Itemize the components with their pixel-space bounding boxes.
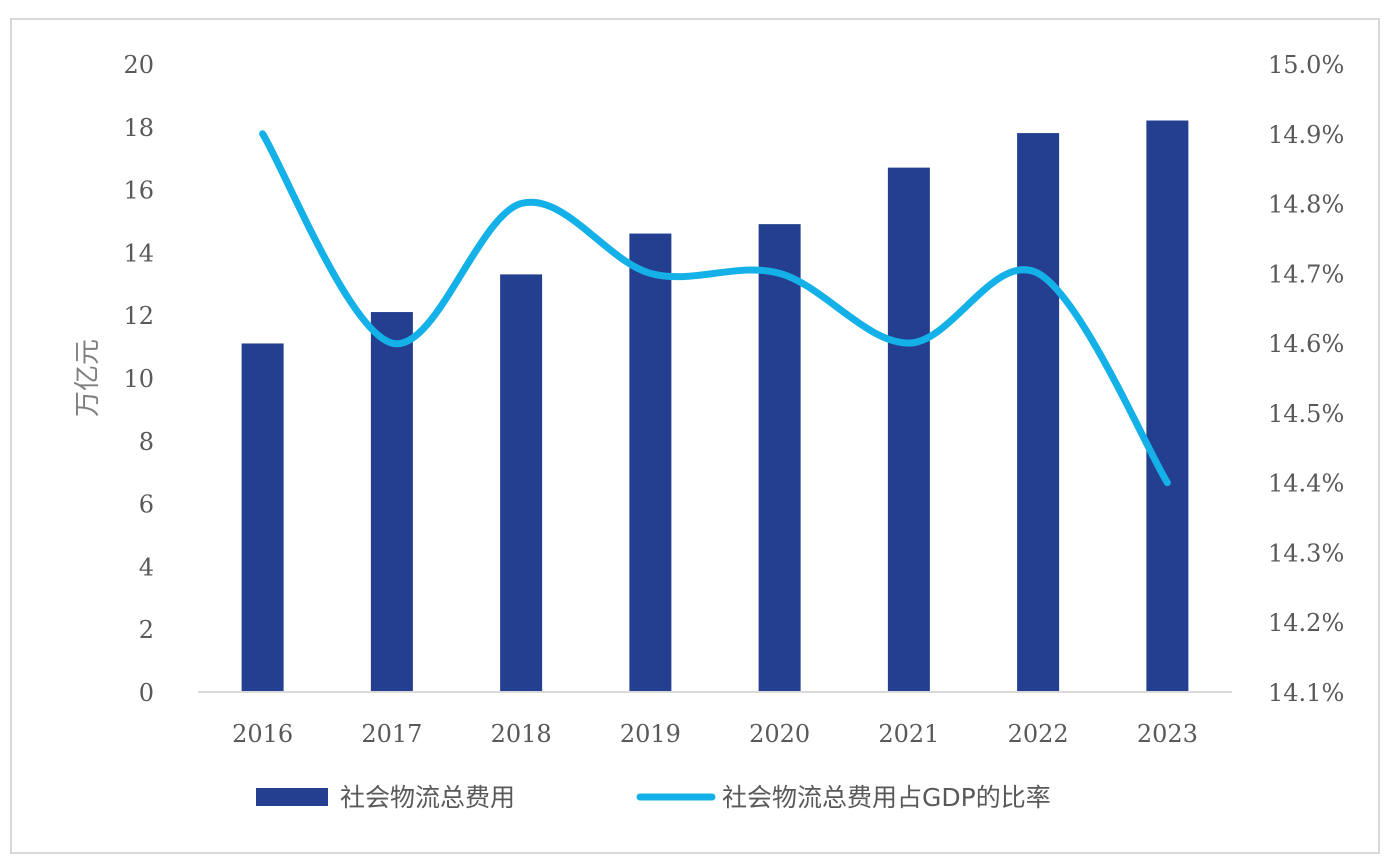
y-tick-label: 18: [123, 114, 154, 142]
y2-tick-label: 15.0%: [1268, 51, 1344, 79]
x-tick-label: 2019: [620, 720, 681, 748]
y-tick-label: 6: [139, 491, 154, 519]
bar-2018: [500, 274, 543, 692]
bar-2022: [1017, 133, 1060, 692]
right-axis-ticks: 14.1% 14.2% 14.3% 14.4% 14.5% 14.6% 14.7% 14.8%…: [1268, 51, 1344, 707]
bar-2021: [887, 167, 930, 692]
bar-2017: [370, 312, 413, 692]
y2-tick-label: 14.6%: [1268, 330, 1344, 358]
legend-line-label: 社会物流总费用占GDP的比率: [722, 783, 1051, 812]
y-tick-label: 20: [123, 51, 154, 79]
bar-2019: [629, 233, 672, 692]
left-axis-ticks: 0 2 4 6 8 10 12 14 16 18 20: [123, 51, 154, 707]
y2-tick-label: 14.8%: [1268, 191, 1344, 219]
x-tick-label: 2022: [1008, 720, 1069, 748]
x-tick-label: 2017: [361, 720, 422, 748]
y-axis-label: 万亿元: [73, 339, 103, 417]
y-tick-label: 12: [123, 302, 154, 330]
y-tick-label: 2: [139, 616, 154, 644]
x-axis-ticks: 2016 2017 2018 2019 2020 2021 2022 2023: [232, 720, 1198, 748]
bar-2016: [241, 343, 284, 692]
y-tick-label: 8: [139, 428, 154, 456]
y2-tick-label: 14.7%: [1268, 260, 1344, 288]
y2-tick-label: 14.9%: [1268, 121, 1344, 149]
legend-bar-swatch: [256, 788, 328, 806]
y2-tick-label: 14.4%: [1268, 470, 1344, 498]
y-tick-label: 14: [123, 239, 154, 267]
y-tick-label: 10: [123, 365, 154, 393]
legend: 社会物流总费用 社会物流总费用占GDP的比率: [256, 783, 1051, 812]
y-tick-label: 16: [123, 177, 154, 205]
x-tick-label: 2018: [491, 720, 552, 748]
y2-tick-label: 14.1%: [1268, 679, 1344, 707]
y-tick-label: 4: [139, 553, 154, 581]
bar-2023: [1146, 120, 1189, 692]
x-tick-label: 2016: [232, 720, 293, 748]
x-tick-label: 2020: [749, 720, 810, 748]
x-tick-label: 2021: [878, 720, 939, 748]
bar-series: [241, 120, 1189, 692]
y2-tick-label: 14.3%: [1268, 539, 1344, 567]
legend-bar-label: 社会物流总费用: [340, 783, 515, 812]
bar-2020: [758, 224, 801, 692]
ratio-line: [259, 130, 1171, 487]
y2-tick-label: 14.5%: [1268, 400, 1344, 428]
y2-tick-label: 14.2%: [1268, 609, 1344, 637]
x-tick-label: 2023: [1137, 720, 1198, 748]
y-tick-label: 0: [139, 679, 154, 707]
